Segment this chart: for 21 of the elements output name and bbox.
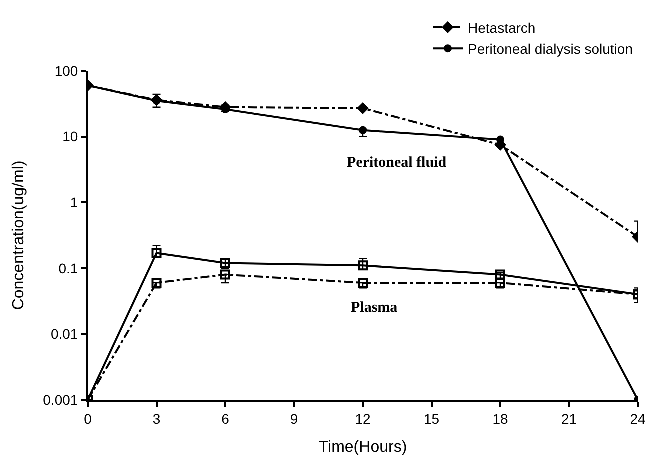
y-tick-label: 0.001 <box>43 392 78 408</box>
x-tick-label: 18 <box>492 410 508 427</box>
x-tick-label: 3 <box>152 410 161 427</box>
x-tick-label: 24 <box>630 410 646 427</box>
x-axis-title: Time(Hours) <box>318 439 408 456</box>
legend-label: Hetastarch <box>468 20 536 36</box>
y-tick-label: 100 <box>54 62 78 79</box>
x-tick-label: 9 <box>290 410 298 427</box>
legend-label: Peritoneal dialysis solution <box>468 41 633 58</box>
annotation: Plasma <box>351 300 398 316</box>
y-tick-label: 0.01 <box>50 326 78 342</box>
x-tick-label: 15 <box>424 410 440 427</box>
x-tick-label: 0 <box>84 410 92 427</box>
x-tick-label: 12 <box>355 410 371 427</box>
x-tick-label: 6 <box>222 410 230 427</box>
annotation: Peritoneal fluid <box>347 155 448 171</box>
y-tick-label: 0.1 <box>58 260 78 276</box>
y-tick-label: 10 <box>62 128 78 145</box>
y-axis-title: Concentration(ug/ml) <box>10 160 28 310</box>
y-tick-label: 1 <box>70 194 78 210</box>
x-tick-label: 21 <box>561 410 578 427</box>
